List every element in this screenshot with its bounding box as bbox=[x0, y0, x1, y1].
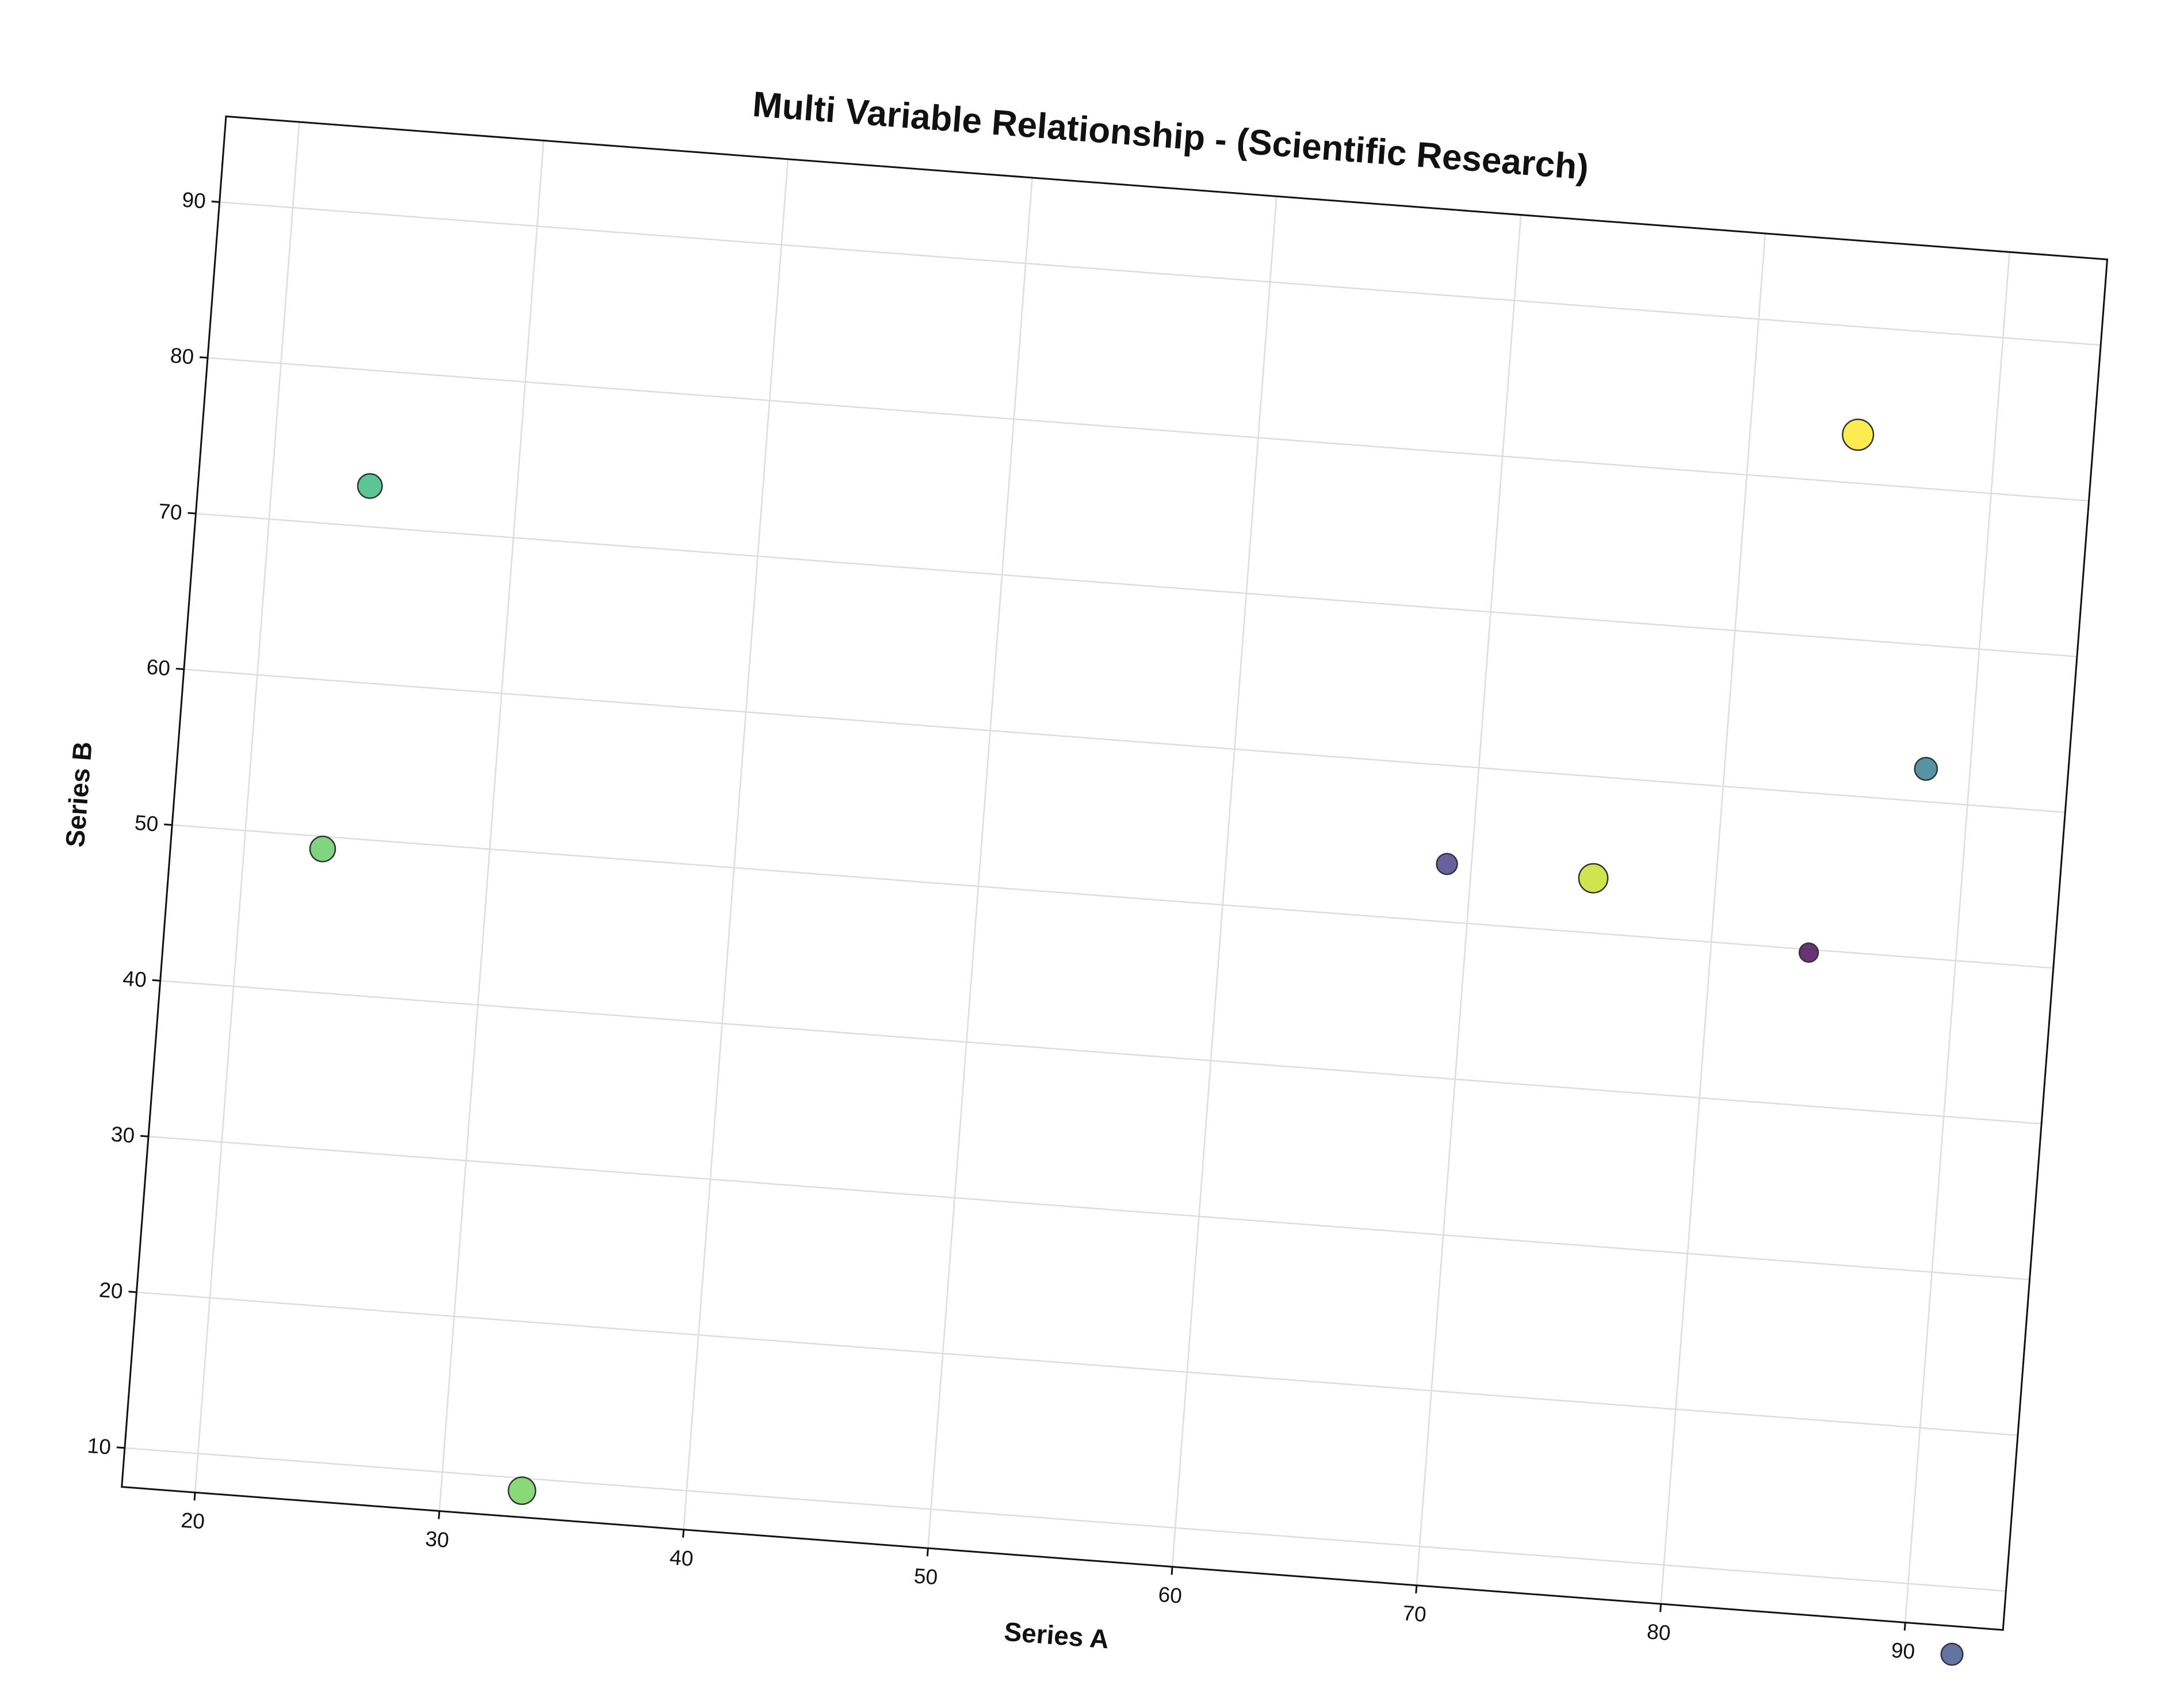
x-tick-label: 60 bbox=[1157, 1583, 1183, 1608]
y-gridline bbox=[172, 824, 2053, 969]
chart-title: Multi Variable Relationship - (Scientifi… bbox=[751, 85, 1590, 187]
x-tick-label: 90 bbox=[1891, 1638, 1916, 1664]
x-tick-mark bbox=[682, 1529, 685, 1538]
x-tick-label: 80 bbox=[1646, 1619, 1672, 1645]
x-tick-mark bbox=[1903, 1622, 1906, 1631]
y-gridline bbox=[136, 1291, 2018, 1437]
y-tick-mark bbox=[211, 200, 220, 203]
y-tick-label: 70 bbox=[158, 499, 183, 524]
x-gridline bbox=[438, 140, 545, 1511]
y-tick-label: 20 bbox=[98, 1278, 124, 1303]
y-tick-mark bbox=[152, 979, 160, 982]
plot-frame bbox=[121, 115, 2109, 1631]
y-tick-mark bbox=[188, 512, 196, 515]
data-points bbox=[309, 418, 1964, 1666]
x-gridline bbox=[1660, 233, 1766, 1604]
y-gridline bbox=[196, 512, 2078, 657]
x-tick-label: 40 bbox=[669, 1545, 694, 1571]
y-tick-mark bbox=[199, 356, 208, 359]
data-point bbox=[309, 836, 336, 863]
y-tick-label: 80 bbox=[169, 343, 194, 369]
x-tick-label: 30 bbox=[424, 1527, 450, 1552]
x-axis-label: Series A bbox=[1003, 1617, 1110, 1655]
y-tick-label: 60 bbox=[146, 655, 171, 680]
x-tick-label: 20 bbox=[180, 1508, 205, 1534]
data-point bbox=[357, 473, 383, 499]
data-point bbox=[1798, 942, 1819, 963]
x-gridline bbox=[927, 177, 1033, 1549]
axis-ticks: 20 30 40 50 60 70 80 90 10 20 30 40 50 60 70 80 90 bbox=[86, 187, 1916, 1664]
x-gridline bbox=[1171, 196, 1278, 1567]
x-tick-mark bbox=[193, 1492, 196, 1501]
x-gridline bbox=[1904, 252, 2010, 1623]
y-tick-mark bbox=[116, 1446, 125, 1449]
data-point bbox=[1578, 863, 1609, 894]
x-gridline bbox=[683, 159, 789, 1530]
grid bbox=[124, 121, 2101, 1623]
y-tick-label: 10 bbox=[86, 1434, 112, 1459]
x-tick-label: 50 bbox=[913, 1564, 939, 1589]
data-point bbox=[507, 1476, 537, 1505]
y-tick-label: 50 bbox=[134, 811, 159, 836]
x-gridline bbox=[194, 121, 300, 1493]
y-gridline bbox=[124, 1447, 2006, 1592]
y-gridline bbox=[183, 668, 2066, 813]
y-tick-label: 90 bbox=[181, 187, 206, 213]
x-tick-label: 70 bbox=[1402, 1601, 1427, 1626]
data-point bbox=[1436, 853, 1458, 875]
y-gridline bbox=[160, 980, 2042, 1125]
x-tick-mark bbox=[1415, 1585, 1418, 1594]
y-gridline bbox=[148, 1135, 2030, 1281]
y-gridline bbox=[207, 357, 2089, 502]
y-tick-label: 40 bbox=[122, 966, 147, 991]
y-gridline bbox=[219, 201, 2101, 346]
y-tick-label: 30 bbox=[110, 1122, 135, 1147]
data-point bbox=[1842, 418, 1875, 451]
x-tick-mark bbox=[926, 1548, 929, 1557]
y-axis-label: Series B bbox=[60, 741, 98, 849]
data-point bbox=[1914, 757, 1938, 781]
x-gridline bbox=[1416, 215, 1522, 1586]
y-tick-mark bbox=[164, 823, 173, 826]
data-point bbox=[1940, 1642, 1964, 1666]
